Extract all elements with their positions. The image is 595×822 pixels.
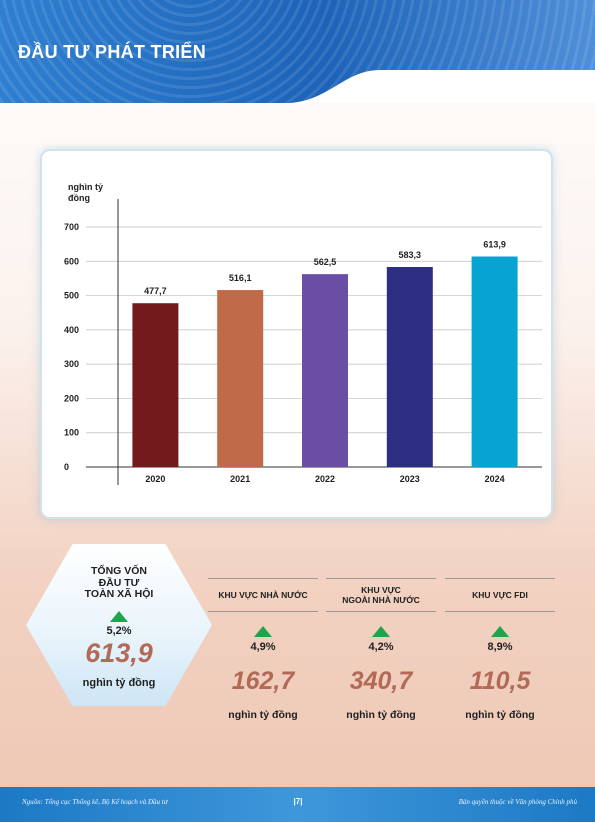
bar	[386, 267, 433, 467]
sector-fdi: KHU VỰC FDI 8,9% 110,5 nghìn tỷ đồng	[445, 578, 555, 728]
x-tick-label: 2023	[400, 474, 420, 484]
total-title-line: TỔNG VỐN	[90, 565, 147, 577]
sector-title-line: KHU VỰC NHÀ NƯỚC	[218, 590, 308, 600]
total-value: 613,9	[85, 638, 153, 668]
page-number: |7|	[293, 797, 303, 806]
sector-non-state: KHU VỰC NGOÀI NHÀ NƯỚC 4,2% 340,7 nghìn …	[326, 578, 436, 728]
data-label: 562,5	[314, 257, 337, 267]
total-title: TỔNG VỐN ĐẦU TƯ TOÀN XÃ HỘI	[26, 565, 212, 601]
page-footer: Nguồn: Tổng cục Thống kê, Bộ Kế hoạch và…	[0, 787, 595, 822]
sector-value: 162,7	[231, 667, 295, 695]
bar	[471, 256, 518, 467]
page-header: ĐẦU TƯ PHÁT TRIỂN	[0, 0, 595, 103]
growth-up-icon	[110, 611, 128, 622]
x-tick-label: 2022	[315, 474, 335, 484]
y-tick-label: 500	[64, 291, 79, 301]
chart-card: nghìn tỷ đồng 0 100 200 300 400 500 600 700 477,7 2…	[40, 149, 553, 519]
growth-up-icon	[372, 626, 390, 637]
sector-growth: 4,2%	[368, 641, 394, 653]
sector-title: KHU VỰC NHÀ NƯỚC	[208, 578, 318, 612]
total-growth: 5,2%	[106, 625, 132, 637]
total-unit: nghìn tỷ đồng	[82, 677, 156, 689]
sector-unit: nghìn tỷ đồng	[228, 709, 298, 721]
bar	[132, 303, 179, 467]
sector-value: 340,7	[349, 667, 413, 695]
data-label: 477,7	[144, 286, 167, 296]
y-tick-label: 100	[64, 428, 79, 438]
y-tick-label: 400	[64, 325, 79, 335]
y-tick-label: 0	[64, 462, 69, 472]
header-banner	[0, 0, 595, 103]
sector-title-line: NGOÀI NHÀ NƯỚC	[342, 595, 420, 605]
y-axis-title-line: nghìn tỷ	[68, 182, 103, 192]
total-title-line: ĐẦU TƯ	[98, 576, 140, 589]
growth-up-icon	[254, 626, 272, 637]
sector-unit: nghìn tỷ đồng	[346, 709, 416, 721]
sector-title-line: KHU VỰC FDI	[472, 590, 528, 600]
x-tick-label: 2024	[485, 474, 505, 484]
data-label: 613,9	[483, 240, 506, 250]
y-tick-label: 200	[64, 393, 79, 403]
growth-up-icon	[491, 626, 509, 637]
sector-title: KHU VỰC FDI	[445, 578, 555, 612]
sector-growth: 4,9%	[250, 641, 276, 653]
footer-source: Nguồn: Tổng cục Thống kê, Bộ Kế hoạch và…	[22, 798, 168, 806]
page-title: ĐẦU TƯ PHÁT TRIỂN	[18, 42, 207, 62]
sector-state: KHU VỰC NHÀ NƯỚC 4,9% 162,7 nghìn tỷ đồn…	[208, 578, 318, 728]
y-axis-title-line: đồng	[68, 193, 90, 203]
y-tick-label: 700	[64, 222, 79, 232]
sector-title-line: KHU VỰC	[361, 585, 401, 595]
sector-growth: 8,9%	[487, 641, 513, 653]
sector-value: 110,5	[469, 667, 531, 695]
sector-unit: nghìn tỷ đồng	[465, 709, 535, 721]
x-tick-label: 2021	[230, 474, 250, 484]
data-label: 583,3	[399, 250, 422, 260]
bar	[217, 290, 264, 467]
y-tick-label: 600	[64, 256, 79, 266]
sector-title: KHU VỰC NGOÀI NHÀ NƯỚC	[326, 578, 436, 612]
bar	[302, 274, 348, 467]
total-investment-hexagon: TỔNG VỐN ĐẦU TƯ TOÀN XÃ HỘI 5,2% 613,9 n…	[26, 544, 212, 706]
total-title-line: TOÀN XÃ HỘI	[84, 588, 154, 600]
x-tick-label: 2020	[145, 474, 165, 484]
footer-copyright: Bản quyền thuộc về Văn phòng Chính phủ	[458, 798, 577, 806]
y-tick-label: 300	[64, 359, 79, 369]
data-label: 516,1	[229, 273, 252, 283]
